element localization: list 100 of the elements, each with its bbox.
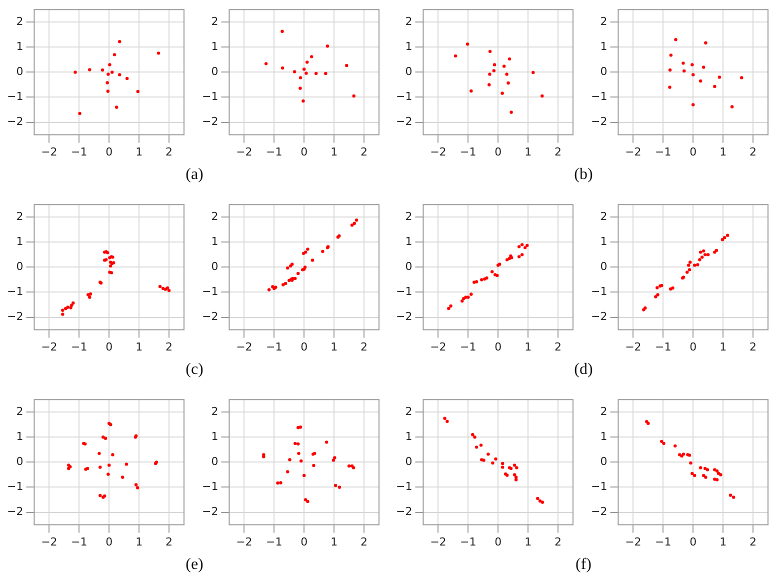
x-tick-label: −2 <box>624 145 642 158</box>
text: (d) <box>573 361 594 379</box>
y-tick-label: −2 <box>202 505 218 518</box>
x-tick-label: 1 <box>524 145 532 158</box>
y-tick-label: −2 <box>590 310 607 324</box>
text: (f) <box>574 556 592 574</box>
x-tick-label: 2 <box>554 145 562 158</box>
x-tick-label: −2 <box>624 535 642 548</box>
x-tick-label: −1 <box>654 340 672 354</box>
y-tick-label: 0 <box>16 260 24 274</box>
x-tick-label: 1 <box>524 535 532 548</box>
x-tick-label: −2 <box>41 535 58 548</box>
y-tick-label: 1 <box>600 235 607 248</box>
y-tick-label: 2 <box>600 14 607 28</box>
y-tick-label: −2 <box>590 115 607 128</box>
x-tick-label: 2 <box>360 340 368 354</box>
x-tick-label: 0 <box>106 535 113 548</box>
y-tick-label: 1 <box>16 430 24 444</box>
x-tick-label: 1 <box>136 340 143 354</box>
x-tick-label: 0 <box>689 535 696 548</box>
x-tick-label: 1 <box>330 535 338 548</box>
y-tick-label: 0 <box>16 65 24 78</box>
text: (e) <box>184 556 204 574</box>
y-tick-label: 2 <box>405 210 412 223</box>
x-tick-label: −1 <box>460 535 477 548</box>
y-tick-label: 1 <box>405 235 412 248</box>
y-tick-label: 1 <box>210 40 218 54</box>
x-tick-label: −2 <box>41 340 58 354</box>
x-tick-label: −1 <box>266 340 282 354</box>
x-tick-label: −1 <box>71 340 88 354</box>
y-tick-label: −1 <box>590 480 607 494</box>
y-tick-label: 0 <box>210 260 218 274</box>
x-tick-label: 1 <box>719 340 726 354</box>
x-tick-label: 2 <box>749 340 756 354</box>
x-tick-label: −2 <box>236 145 252 158</box>
y-tick-label: 0 <box>210 455 218 468</box>
y-tick-label: −1 <box>396 285 412 298</box>
y-tick-label: 0 <box>405 260 412 274</box>
y-tick-label: −1 <box>202 90 218 104</box>
y-tick-label: 2 <box>16 404 24 418</box>
y-tick-label: −1 <box>590 90 607 104</box>
x-tick-label: −1 <box>460 340 477 354</box>
y-tick-label: 1 <box>210 430 218 444</box>
y-tick-label: 0 <box>600 260 607 274</box>
x-tick-label: −1 <box>71 145 88 158</box>
y-tick-label: −1 <box>7 285 24 298</box>
y-tick-label: −1 <box>396 480 412 494</box>
y-tick-label: 1 <box>600 430 607 444</box>
y-tick-label: −2 <box>396 115 412 128</box>
x-tick-label: −1 <box>654 145 672 158</box>
x-tick-label: 2 <box>554 535 562 548</box>
x-tick-label: 1 <box>330 340 338 354</box>
y-tick-label: −1 <box>7 90 24 104</box>
y-tick-label: −2 <box>590 505 607 518</box>
y-tick-label: 1 <box>210 235 218 248</box>
x-tick-label: −2 <box>236 340 252 354</box>
x-tick-label: 2 <box>360 535 368 548</box>
y-tick-label: −2 <box>202 310 218 324</box>
y-tick-label: 2 <box>600 404 607 418</box>
y-tick-label: −1 <box>7 480 24 494</box>
y-tick-label: 2 <box>405 14 412 28</box>
y-tick-label: 1 <box>405 430 412 444</box>
x-tick-label: 2 <box>554 340 562 354</box>
y-tick-label: 2 <box>16 14 24 28</box>
x-tick-label: −1 <box>266 535 282 548</box>
y-tick-label: −2 <box>7 310 24 324</box>
x-tick-label: 2 <box>166 535 173 548</box>
y-tick-label: −2 <box>396 310 412 324</box>
y-tick-label: −1 <box>202 480 218 494</box>
y-tick-label: −2 <box>7 505 24 518</box>
y-tick-label: −2 <box>7 115 24 128</box>
x-tick-label: 1 <box>719 145 726 158</box>
x-tick-label: −2 <box>236 535 252 548</box>
x-tick-label: −2 <box>624 340 642 354</box>
y-tick-label: 0 <box>210 65 218 78</box>
x-tick-label: 0 <box>106 340 113 354</box>
y-tick-label: −1 <box>396 90 412 104</box>
text: (b) <box>573 166 594 184</box>
x-tick-label: 0 <box>689 145 696 158</box>
x-tick-label: −2 <box>430 145 447 158</box>
y-tick-label: 2 <box>210 14 218 28</box>
text: (a) <box>184 166 204 184</box>
x-tick-label: 0 <box>300 145 308 158</box>
y-tick-label: −1 <box>202 285 218 298</box>
y-tick-label: 2 <box>405 404 412 418</box>
y-tick-label: 2 <box>210 210 218 223</box>
y-tick-label: 2 <box>210 404 218 418</box>
x-tick-label: −1 <box>266 145 282 158</box>
x-tick-label: 1 <box>719 535 726 548</box>
y-tick-label: −2 <box>202 115 218 128</box>
y-tick-label: −2 <box>396 505 412 518</box>
x-tick-label: 0 <box>494 340 502 354</box>
x-tick-label: 1 <box>524 340 532 354</box>
x-tick-label: 2 <box>749 535 756 548</box>
x-tick-label: −1 <box>654 535 672 548</box>
text: (c) <box>184 361 204 379</box>
y-tick-label: 1 <box>16 235 24 248</box>
y-tick-label: 0 <box>405 65 412 78</box>
x-tick-label: 1 <box>136 535 143 548</box>
y-tick-label: 0 <box>16 455 24 468</box>
